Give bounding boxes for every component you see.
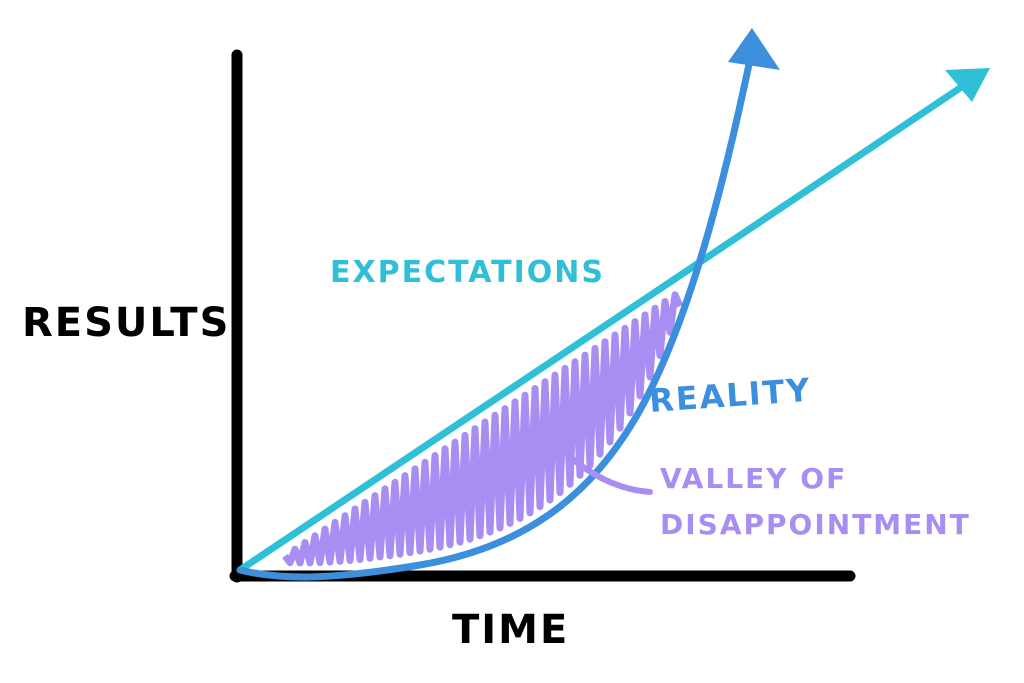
x-axis-label: TIME <box>452 607 569 653</box>
valley-of-disappointment-scribble <box>282 291 684 567</box>
expectations-arrowhead <box>945 68 990 102</box>
valley-label-line2: DISAPPOINTMENT <box>660 508 971 541</box>
reality-label: REALITY <box>648 371 813 420</box>
expectations-line <box>236 74 979 574</box>
valley-scribble-stroke <box>282 291 684 567</box>
expectations-label: EXPECTATIONS <box>330 255 605 290</box>
valley-label-line1: VALLEY OF <box>660 462 847 495</box>
reality-curve <box>236 46 756 581</box>
reality-arrowhead <box>728 28 780 70</box>
valley-pointer-arrow <box>565 452 653 495</box>
y-axis-label: RESULTS <box>22 300 230 346</box>
